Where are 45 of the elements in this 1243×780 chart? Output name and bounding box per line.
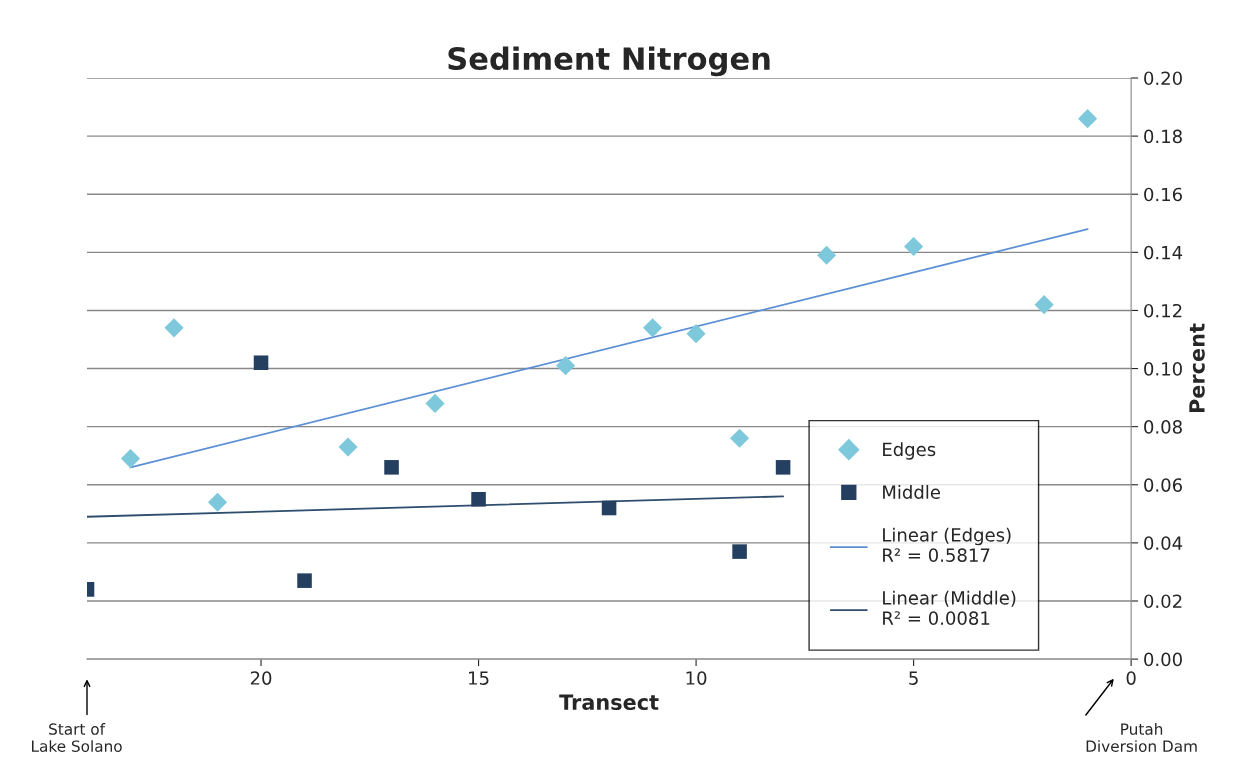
y-tick-label: 0.02 (1144, 594, 1182, 609)
text: Putah Diversion Dam (1086, 723, 1197, 752)
point (120, 449, 141, 469)
legend-label: Middle (883, 484, 940, 499)
point (601, 500, 617, 516)
y-tick-label: 0.12 (1144, 303, 1182, 318)
point (253, 355, 269, 371)
x-axis-title: Transect (559, 694, 659, 711)
legend-label: Edges (883, 442, 936, 460)
y-tick-label: 0.10 (1144, 362, 1182, 376)
y-tick-label: 0.06 (1144, 478, 1182, 492)
point (730, 428, 750, 448)
point (1078, 109, 1098, 129)
legend-label: Linear (Edges) R² = 0.5817 (883, 527, 1011, 562)
y-tick-label: 0.20 (1144, 71, 1182, 86)
point (686, 324, 706, 344)
point (643, 318, 663, 338)
x-tick-label: 5 (909, 671, 918, 685)
point (732, 544, 747, 559)
point (207, 492, 228, 512)
x-tick-label: 15 (469, 671, 489, 685)
point (1034, 295, 1054, 315)
y-tick-label: 0.08 (1144, 420, 1182, 434)
point (555, 356, 576, 376)
y-tick-label: 0.16 (1144, 187, 1182, 202)
point (775, 460, 791, 475)
point (384, 460, 399, 475)
point (338, 437, 358, 457)
x-tick-label: 20 (250, 671, 272, 685)
y-tick-label: 0.04 (1144, 536, 1183, 550)
y-tick-label: 0.00 (1144, 652, 1182, 667)
point (471, 492, 486, 507)
text: Start of Lake Solano (32, 723, 122, 752)
y-tick-label: 0.18 (1144, 129, 1182, 144)
point (164, 318, 184, 338)
point (425, 393, 445, 413)
point (817, 245, 837, 265)
point (297, 573, 312, 588)
x-tick-label: 10 (686, 671, 707, 685)
y-axis-title: Percent (1189, 323, 1205, 413)
chart-title: Sediment Nitrogen (448, 46, 770, 77)
legend-label: Linear (Middle) R² = 0.0081 (883, 590, 1016, 625)
y-tick-label: 0.14 (1144, 245, 1183, 260)
x-tick-label: 0 (1126, 671, 1136, 685)
point (904, 236, 924, 257)
